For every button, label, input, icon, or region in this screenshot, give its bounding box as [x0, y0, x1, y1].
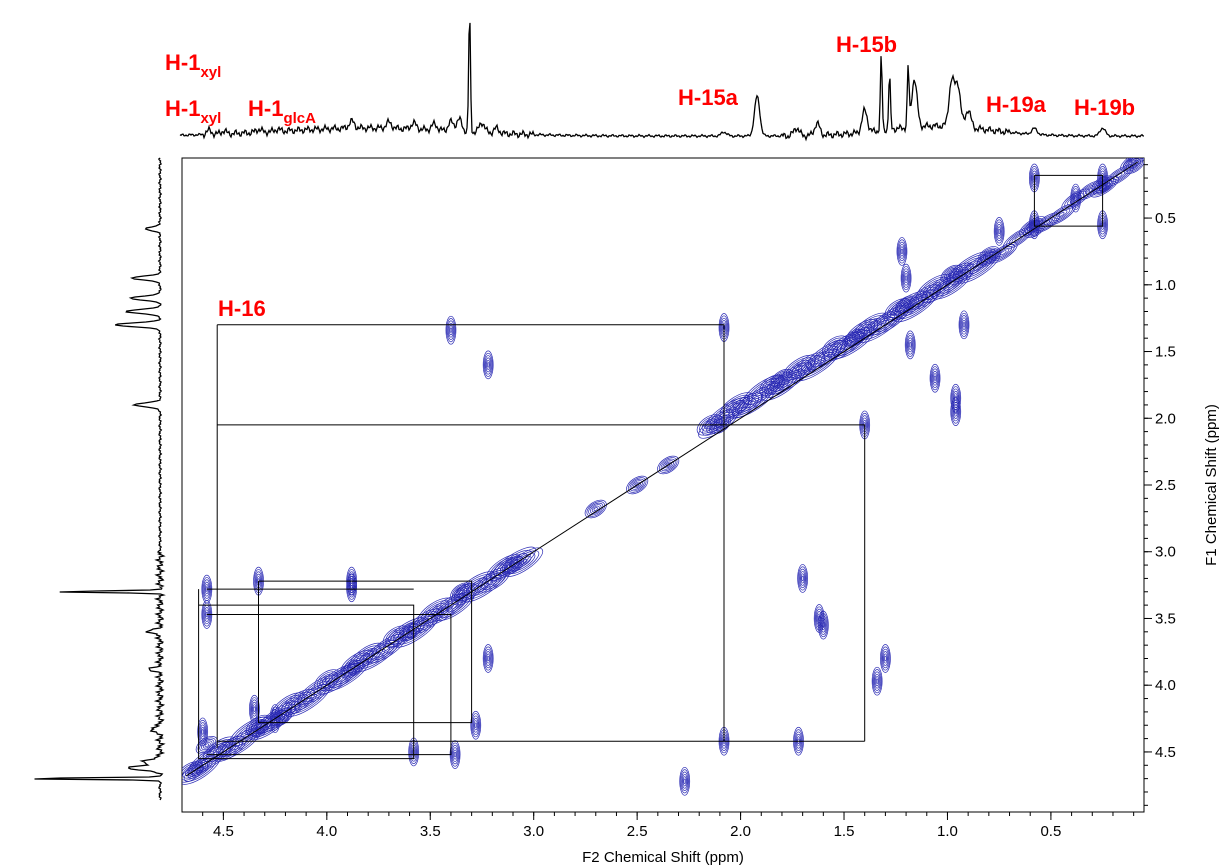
y-axis-ticks: 0.5 1.0 1.5 2.0 2.5 3.0 3.5 4.0 4.5 [1144, 164, 1176, 806]
cross-peak [1070, 183, 1082, 213]
correlation-line [217, 424, 866, 742]
cross-peak [470, 710, 482, 740]
cross-peak [817, 610, 829, 640]
y-axis-label: F1 Chemical Shift (ppm) [1203, 404, 1220, 566]
label-h1xyl-top: H-1xyl [165, 50, 221, 81]
cross-peak [679, 766, 691, 796]
diagonal-peak [584, 499, 607, 519]
cross-peak [445, 315, 457, 345]
cross-peak [880, 644, 891, 673]
x-axis-ticks: 4.5 4.0 3.5 3.0 2.5 2.0 1.5 1.0 0.5 [202, 812, 1135, 840]
cross-peak [896, 237, 908, 266]
cross-peak [958, 310, 970, 340]
cross-peak [871, 666, 883, 696]
cross-peak [950, 397, 962, 426]
cross-peak [346, 573, 357, 603]
x-tick-label: 0.5 [1040, 823, 1061, 840]
x-tick-label: 3.5 [420, 823, 441, 840]
diagonal-peak [770, 369, 793, 388]
cross-peak [797, 564, 808, 593]
x-axis-label: F2 Chemical Shift (ppm) [582, 849, 744, 866]
cross-peak [993, 217, 1005, 246]
cross-peak [482, 350, 494, 380]
label-h15a: H-15a [678, 85, 739, 110]
correlation-lines [198, 174, 1104, 760]
x-tick-label: 1.5 [834, 823, 855, 840]
y-tick-label: 2.5 [1155, 477, 1176, 494]
correlation-line [217, 324, 725, 742]
f1-projection-spectrum [34, 157, 166, 801]
contour-layer [182, 158, 1144, 796]
label-h1xyl-bottom: H-1xyl [165, 96, 221, 127]
cross-peak [900, 263, 912, 293]
cross-peak [482, 644, 494, 673]
y-tick-label: 3.5 [1155, 610, 1176, 627]
y-tick-label: 2.0 [1155, 410, 1176, 427]
label-h1glca: H-1glcA [248, 96, 316, 127]
y-tick-label: 1.5 [1155, 344, 1176, 361]
cross-peak [197, 717, 209, 747]
y-tick-label: 4.5 [1155, 744, 1176, 761]
correlation-line [258, 580, 473, 724]
x-tick-label: 4.0 [316, 823, 337, 840]
cross-peak [929, 363, 941, 393]
f2-projection-spectrum [179, 22, 1145, 142]
label-h15b: H-15b [836, 32, 897, 57]
label-h19b: H-19b [1074, 95, 1135, 120]
label-h16: H-16 [218, 296, 266, 321]
correlation-line [198, 589, 415, 760]
x-tick-label: 1.0 [937, 823, 958, 840]
correlation-line [1033, 174, 1104, 227]
diagonal-contour [868, 305, 909, 336]
x-tick-label: 2.0 [730, 823, 751, 840]
y-tick-label: 4.0 [1155, 677, 1176, 694]
x-tick-label: 3.0 [523, 823, 544, 840]
diagonal-line [185, 161, 1139, 777]
label-h19a: H-19a [986, 92, 1047, 117]
x-tick-label: 2.5 [627, 823, 648, 840]
cross-peak [950, 383, 962, 413]
y-tick-label: 1.0 [1155, 277, 1176, 294]
cross-peak [249, 694, 260, 724]
y-tick-label: 3.0 [1155, 544, 1176, 561]
cross-peak [449, 740, 461, 769]
cross-peak [904, 330, 916, 360]
y-tick-label: 0.5 [1155, 210, 1176, 227]
x-tick-label: 4.5 [213, 823, 234, 840]
diagonal-peak [843, 328, 866, 348]
correlation-line [206, 614, 452, 756]
